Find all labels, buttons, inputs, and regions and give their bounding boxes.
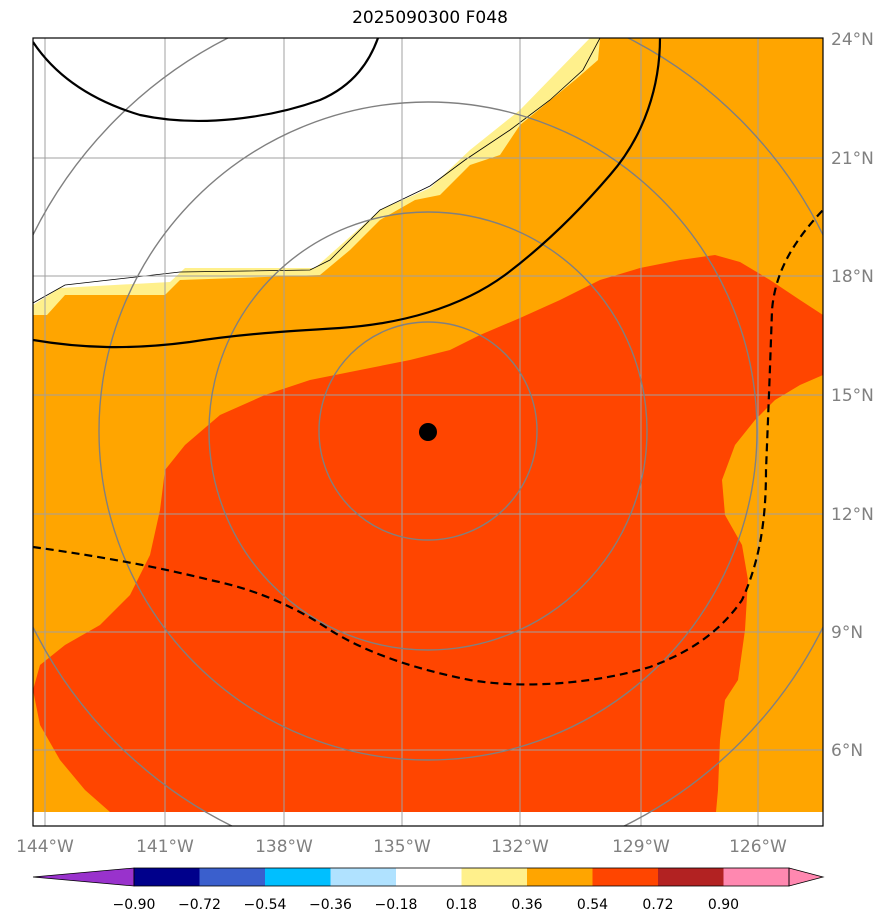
colorbar-tick-label: 0.54: [577, 897, 608, 913]
map-title: 2025090300 F048: [352, 8, 508, 28]
colorbar-segment: [723, 868, 789, 886]
longitude-labels: 144°W 141°W 138°W 135°W 132°W 129°W 126°…: [16, 837, 787, 857]
colorbar-tick-label: −0.18: [375, 897, 418, 913]
colorbar-tick-label: −0.54: [244, 897, 287, 913]
colorbar-high-extension: [788, 867, 825, 887]
storm-center-marker: [419, 423, 437, 441]
colorbar-segment: [658, 868, 724, 886]
colorbar-tick-label: −0.36: [309, 897, 352, 913]
lon-label: 141°W: [136, 837, 194, 857]
latitude-labels: 24°N 21°N 18°N 15°N 12°N 9°N 6°N: [831, 30, 874, 761]
colorbar-segment: [461, 868, 527, 886]
solid-contour-north: [33, 38, 380, 122]
colorbar-tick-label: 0.90: [708, 897, 739, 913]
colorbar-tick-label: 0.72: [642, 897, 673, 913]
colorbar-tick-label: −0.90: [113, 897, 156, 913]
lat-label: 24°N: [831, 30, 874, 50]
lon-label: 126°W: [729, 837, 787, 857]
lon-label: 135°W: [373, 837, 431, 857]
colorbar-segment: [199, 868, 265, 886]
range-ring-3: [98, 101, 758, 761]
colorbar-segment: [592, 868, 658, 886]
colorbar-segment: [527, 868, 593, 886]
graticule: [33, 38, 823, 826]
dashed-contour-south: [33, 209, 823, 686]
colorbar-segment: [265, 868, 331, 886]
colorbar-tick-label: 0.18: [446, 897, 477, 913]
solid-contour-main: [33, 38, 662, 349]
range-ring-1: [318, 321, 538, 541]
colorbar-tick-label: 0.36: [511, 897, 542, 913]
colorbar-frame: [133, 867, 790, 887]
colorbar-tick-label: −0.72: [178, 897, 221, 913]
colorbar-segment: [330, 868, 396, 886]
plot-frame: [32, 37, 824, 827]
lat-label: 21°N: [831, 149, 874, 169]
lon-label: 144°W: [16, 837, 74, 857]
range-rings: [33, 38, 823, 826]
colorbar-segment: [396, 868, 462, 886]
lon-label: 138°W: [255, 837, 313, 857]
range-ring-2: [208, 211, 648, 651]
lon-label: 129°W: [612, 837, 670, 857]
colorbar-low-extension: [32, 867, 135, 887]
colorbar-segment: [134, 868, 200, 886]
map-plot-area: [33, 38, 823, 826]
lon-label: 132°W: [491, 837, 549, 857]
lat-label: 15°N: [831, 386, 874, 406]
lat-label: 6°N: [831, 741, 863, 761]
lat-label: 9°N: [831, 623, 863, 643]
lat-label: 12°N: [831, 505, 874, 525]
thin-contour-line: [33, 38, 601, 304]
lat-label: 18°N: [831, 267, 874, 287]
colorbar: −0.90 −0.72 −0.54 −0.36 −0.18 0.18 0.36 …: [32, 867, 825, 913]
